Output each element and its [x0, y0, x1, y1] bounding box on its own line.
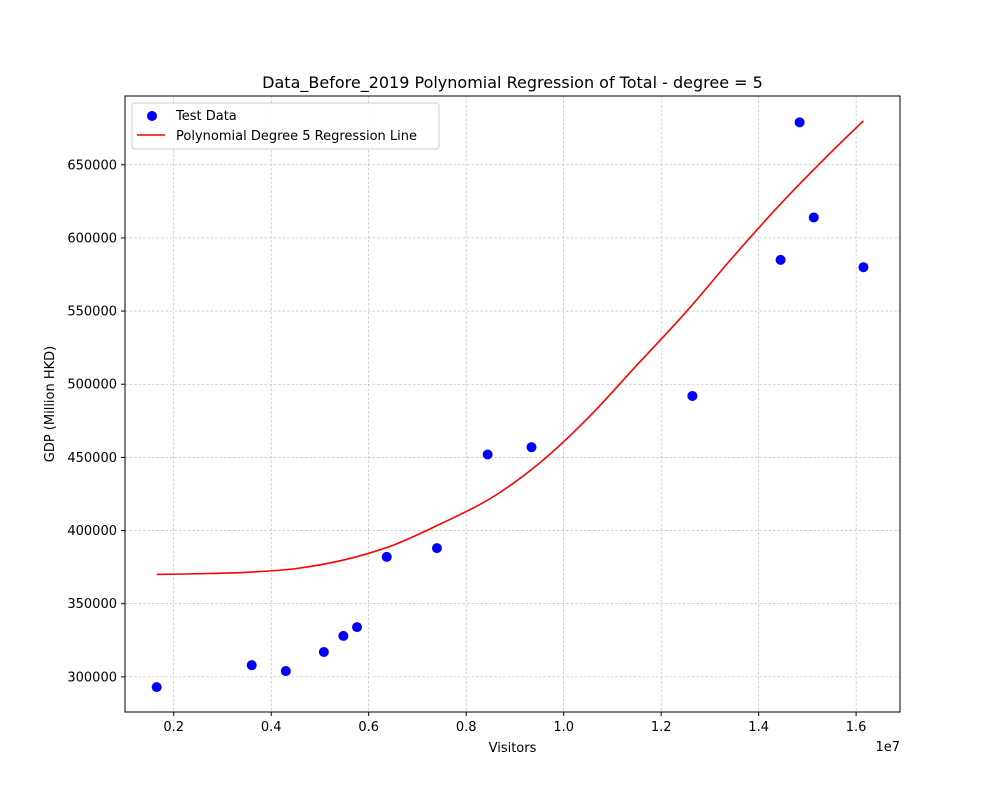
- x-tick-label: 0.4: [261, 720, 282, 735]
- legend-box: [131, 102, 440, 150]
- x-tick-label: 1.4: [748, 720, 769, 735]
- y-tick-label: 300000: [67, 670, 117, 685]
- x-tick-label: 0.6: [358, 720, 379, 735]
- x-tick-label: 0.2: [163, 720, 184, 735]
- data-point: [858, 262, 869, 273]
- data-point: [381, 551, 392, 562]
- data-point: [280, 666, 291, 677]
- axes-frame: [124, 95, 901, 713]
- data-point: [808, 212, 819, 223]
- chart-title: Data_Before_2019 Polynomial Regression o…: [262, 73, 763, 93]
- data-point: [352, 622, 363, 633]
- x-tick-label: 1.2: [651, 720, 672, 735]
- x-tick-label: 1.6: [846, 720, 867, 735]
- y-tick-label: 550000: [67, 305, 117, 320]
- data-point: [526, 442, 537, 453]
- regression-line: [156, 120, 864, 576]
- data-point: [246, 660, 257, 671]
- x-tick-label: 0.8: [456, 720, 477, 735]
- x-axis-offset-label: 1e7: [875, 740, 900, 755]
- scatter-points-layer: [151, 117, 869, 693]
- data-point: [794, 117, 805, 128]
- y-tick-label: 350000: [67, 597, 117, 612]
- legend-label-regression-line: Polynomial Degree 5 Regression Line: [176, 129, 417, 144]
- y-axis-ticks: 300000 350000 400000 450000 500000 550000 6000…: [67, 158, 125, 685]
- y-tick-label: 400000: [67, 524, 117, 539]
- y-tick-label: 500000: [67, 378, 117, 393]
- x-axis-ticks: 0.2 0.4 0.6 0.8 1.0 1.2 1.4 1.6: [163, 712, 866, 735]
- data-point: [482, 449, 493, 460]
- legend-label-test-data: Test Data: [175, 109, 237, 124]
- data-point: [151, 682, 162, 693]
- grid-lines: [125, 96, 900, 712]
- y-tick-label: 450000: [67, 451, 117, 466]
- legend-marker-test-data: [147, 111, 157, 121]
- x-tick-label: 1.0: [553, 720, 574, 735]
- x-axis-label: Visitors: [489, 741, 537, 756]
- data-point: [687, 390, 698, 401]
- legend: Test Data Polynomial Degree 5 Regression…: [131, 102, 440, 150]
- data-point: [431, 543, 442, 554]
- y-tick-label: 600000: [67, 231, 117, 246]
- regression-line-layer: [156, 120, 864, 576]
- y-tick-label: 650000: [67, 158, 117, 173]
- data-point: [338, 630, 349, 641]
- y-axis-label: GDP (Million HKD): [43, 346, 58, 463]
- data-point: [318, 647, 329, 658]
- data-point: [775, 254, 786, 265]
